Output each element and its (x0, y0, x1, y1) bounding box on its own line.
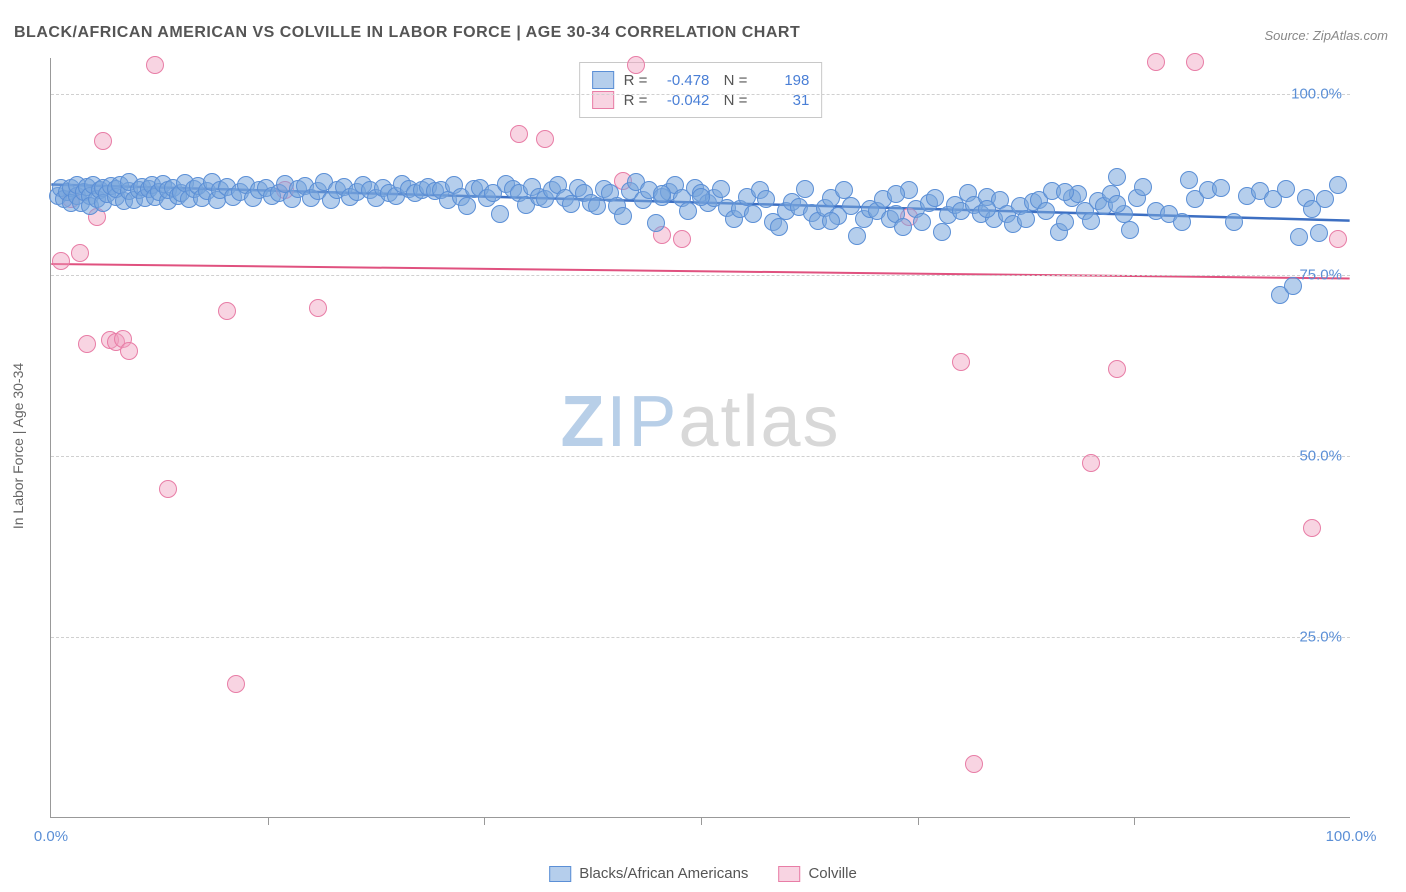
scatter-point-blue (770, 218, 788, 236)
scatter-point-pink (78, 335, 96, 353)
y-axis-label: In Labor Force | Age 30-34 (10, 363, 26, 529)
scatter-point-blue (744, 205, 762, 223)
scatter-point-pink (120, 342, 138, 360)
scatter-point-blue (614, 207, 632, 225)
scatter-point-blue (1212, 179, 1230, 197)
gridline-h (51, 275, 1350, 276)
scatter-point-blue (835, 181, 853, 199)
scatter-point-pink (146, 56, 164, 74)
scatter-point-blue (679, 202, 697, 220)
scatter-point-blue (1316, 190, 1334, 208)
scatter-point-pink (1108, 360, 1126, 378)
xtick-minor (484, 817, 485, 825)
scatter-point-blue (1108, 195, 1126, 213)
scatter-point-blue (1056, 183, 1074, 201)
chart-source: Source: ZipAtlas.com (1264, 28, 1388, 43)
scatter-point-blue (848, 227, 866, 245)
chart-container: BLACK/AFRICAN AMERICAN VS COLVILLE IN LA… (0, 0, 1406, 892)
scatter-point-blue (1082, 212, 1100, 230)
scatter-point-blue (1225, 213, 1243, 231)
scatter-point-blue (1173, 213, 1191, 231)
stat-r-value: -0.478 (657, 72, 709, 89)
scatter-point-blue (978, 200, 996, 218)
stat-n-label: N = (719, 72, 747, 89)
chart-title: BLACK/AFRICAN AMERICAN VS COLVILLE IN LA… (14, 24, 800, 42)
ytick-label: 75.0% (1299, 267, 1342, 284)
scatter-point-pink (965, 755, 983, 773)
scatter-point-blue (757, 190, 775, 208)
scatter-point-blue (458, 197, 476, 215)
scatter-point-blue (712, 180, 730, 198)
scatter-point-blue (1310, 224, 1328, 242)
scatter-point-blue (653, 185, 671, 203)
scatter-point-pink (52, 252, 70, 270)
scatter-point-blue (1056, 213, 1074, 231)
scatter-point-blue (1037, 202, 1055, 220)
scatter-point-blue (933, 223, 951, 241)
scatter-point-blue (1017, 210, 1035, 228)
scatter-point-blue (894, 218, 912, 236)
scatter-point-blue (1108, 168, 1126, 186)
scatter-point-pink (536, 130, 554, 148)
scatter-point-pink (673, 230, 691, 248)
scatter-point-blue (1277, 180, 1295, 198)
scatter-point-pink (510, 125, 528, 143)
gridline-h (51, 456, 1350, 457)
legend-swatch (778, 866, 800, 882)
scatter-point-pink (71, 244, 89, 262)
trend-line-pink (51, 264, 1349, 278)
scatter-point-pink (627, 56, 645, 74)
scatter-point-blue (1180, 171, 1198, 189)
scatter-point-pink (218, 302, 236, 320)
scatter-point-blue (1329, 176, 1347, 194)
scatter-point-pink (1147, 53, 1165, 71)
watermark: ZIPatlas (560, 381, 840, 463)
scatter-point-pink (952, 353, 970, 371)
scatter-point-blue (887, 185, 905, 203)
legend-label: Colville (808, 865, 856, 882)
ytick-label: 25.0% (1299, 629, 1342, 646)
scatter-point-blue (1290, 228, 1308, 246)
scatter-point-pink (1329, 230, 1347, 248)
xtick-minor (701, 817, 702, 825)
bottom-legend: Blacks/African Americans Colville (549, 865, 857, 882)
legend-swatch (549, 866, 571, 882)
scatter-point-blue (913, 213, 931, 231)
stats-row: R =-0.478 N =198 (592, 71, 810, 89)
stats-legend-box: R =-0.478 N =198R =-0.042 N = 31 (579, 62, 823, 118)
xtick-minor (1134, 817, 1135, 825)
scatter-point-blue (822, 212, 840, 230)
xtick-label: 0.0% (34, 828, 68, 845)
stat-n-value: 198 (757, 72, 809, 89)
scatter-point-pink (1082, 454, 1100, 472)
scatter-point-blue (1134, 178, 1152, 196)
legend-label: Blacks/African Americans (579, 865, 748, 882)
scatter-point-blue (796, 180, 814, 198)
xtick-minor (268, 817, 269, 825)
plot-area: ZIPatlas R =-0.478 N =198R =-0.042 N = 3… (50, 58, 1350, 818)
trend-lines (51, 58, 1350, 817)
scatter-point-pink (159, 480, 177, 498)
ytick-label: 50.0% (1299, 448, 1342, 465)
scatter-point-pink (227, 675, 245, 693)
ytick-label: 100.0% (1291, 86, 1342, 103)
scatter-point-pink (1303, 519, 1321, 537)
scatter-point-blue (926, 189, 944, 207)
scatter-point-blue (647, 214, 665, 232)
scatter-point-blue (491, 205, 509, 223)
scatter-point-pink (1186, 53, 1204, 71)
scatter-point-blue (692, 188, 710, 206)
xtick-label: 100.0% (1326, 828, 1377, 845)
scatter-point-pink (309, 299, 327, 317)
scatter-point-blue (1121, 221, 1139, 239)
xtick-minor (918, 817, 919, 825)
legend-item: Colville (778, 865, 856, 882)
legend-item: Blacks/African Americans (549, 865, 748, 882)
gridline-h (51, 94, 1350, 95)
scatter-point-blue (1284, 277, 1302, 295)
legend-swatch (592, 71, 614, 89)
scatter-point-pink (94, 132, 112, 150)
gridline-h (51, 637, 1350, 638)
